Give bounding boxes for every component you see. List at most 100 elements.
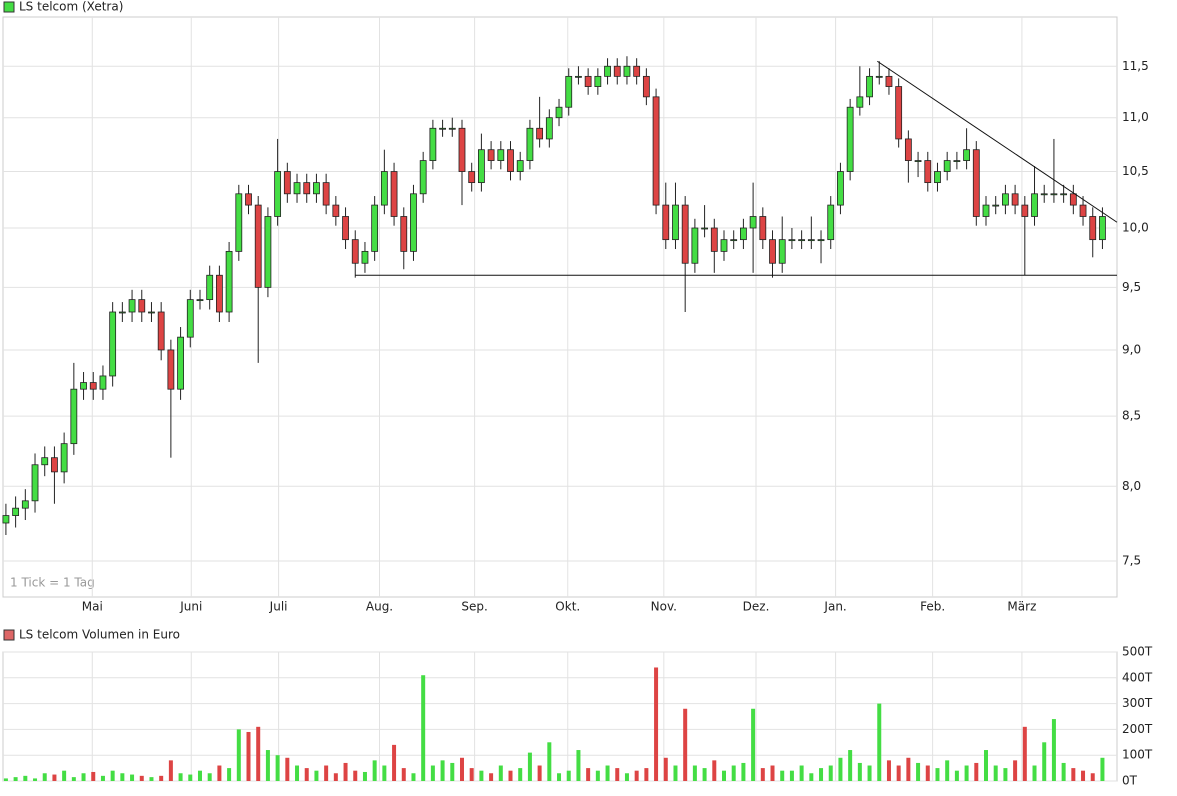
chart-title: LS telcom (Xetra) <box>19 0 123 14</box>
candle-body <box>681 204 689 264</box>
candle-body <box>924 160 932 184</box>
candle-body <box>215 274 223 313</box>
candle-body <box>846 106 854 172</box>
volume-bar <box>838 757 843 781</box>
volume-bar <box>624 773 629 781</box>
volume-bar <box>130 774 135 781</box>
volume-bar <box>508 770 513 781</box>
volume-bar <box>178 773 183 781</box>
candle-body <box>400 216 408 252</box>
volume-bar <box>430 765 435 781</box>
candle-body <box>177 336 184 390</box>
candle-body <box>536 127 544 140</box>
volume-bar <box>1100 757 1105 781</box>
volume-bar <box>13 777 18 781</box>
candle-body <box>740 227 747 241</box>
candle-body <box>128 299 136 313</box>
candle-body <box>817 239 825 242</box>
volume-bar <box>52 774 57 781</box>
candle-body <box>710 227 718 252</box>
legend-swatch <box>3 1 15 13</box>
candle-body <box>264 216 272 288</box>
volume-bar <box>479 770 484 781</box>
volume-bar <box>954 770 959 781</box>
candle-body <box>507 149 514 172</box>
volume-bar <box>731 765 736 781</box>
candle-body <box>662 204 670 241</box>
y-tick-label: 8,0 <box>1122 479 1141 493</box>
candle-body <box>1079 204 1087 217</box>
volume-bar <box>1032 765 1037 781</box>
volume-bar <box>450 762 455 781</box>
candle-body <box>565 75 573 108</box>
volume-bar <box>916 762 921 781</box>
volume-bar <box>576 750 581 781</box>
volume-bar <box>1090 773 1095 781</box>
candle-body <box>904 138 912 161</box>
volume-bar <box>188 774 193 781</box>
x-tick-label: Nov. <box>651 600 677 614</box>
volume-bar <box>120 773 125 781</box>
candle-body <box>439 127 446 130</box>
x-tick-label: März <box>1007 600 1036 614</box>
volume-bar <box>741 762 746 781</box>
candle-body <box>594 75 602 87</box>
candle-body <box>89 382 97 390</box>
volume-bar <box>275 755 280 781</box>
volume-bar <box>586 768 591 781</box>
x-tick-label: Okt. <box>555 600 580 614</box>
candle-body <box>458 127 466 172</box>
candle-body <box>875 75 883 78</box>
volume-bar <box>343 762 348 781</box>
candle-body <box>992 204 1000 207</box>
candle-body <box>283 171 291 195</box>
volume-bar <box>227 768 232 781</box>
candle-body <box>575 75 582 78</box>
volume-bar <box>557 773 562 781</box>
volume-bar <box>886 760 891 781</box>
candle-body <box>555 106 563 119</box>
candle-body <box>1050 193 1058 196</box>
volume-bar <box>615 768 620 781</box>
candle-body <box>245 193 252 206</box>
volume-bar <box>392 744 397 781</box>
volume-bar <box>721 770 726 781</box>
volume-bar <box>265 750 270 781</box>
volume-bar <box>42 773 47 781</box>
candle-body <box>807 239 815 242</box>
volume-bar <box>974 762 979 781</box>
volume-bar <box>964 765 969 781</box>
volume-bar <box>62 770 67 781</box>
candle-body <box>730 239 738 242</box>
candle-body <box>885 75 893 87</box>
x-tick-label: Sep. <box>461 600 487 614</box>
candle-body <box>351 239 359 264</box>
candle-body <box>410 193 417 252</box>
candle-body <box>642 75 650 98</box>
volume-bar <box>983 750 988 781</box>
candle-body <box>1021 204 1029 217</box>
volume-bar <box>372 760 377 781</box>
x-tick-label: Juni <box>179 600 202 614</box>
volume-bar <box>159 775 164 781</box>
trend-line <box>877 60 1118 223</box>
candle-body <box>516 160 524 172</box>
y-tick-label: 100T <box>1122 748 1153 762</box>
volume-bar <box>760 768 765 781</box>
volume-bar <box>333 773 338 781</box>
volume-bar <box>207 773 212 781</box>
x-tick-label: Jan. <box>823 600 846 614</box>
candle-body <box>1011 193 1019 206</box>
candle-body <box>118 311 126 314</box>
y-tick-label: 11,0 <box>1122 110 1149 124</box>
volume-bar <box>896 765 901 781</box>
volume-bar <box>828 765 833 781</box>
candle-body <box>70 388 78 445</box>
volume-bar <box>295 765 300 781</box>
volume-bar <box>518 768 523 781</box>
volume-bar <box>819 768 824 781</box>
x-tick-label: Feb. <box>920 600 945 614</box>
volume-bar <box>770 765 775 781</box>
candle-body <box>798 239 806 242</box>
